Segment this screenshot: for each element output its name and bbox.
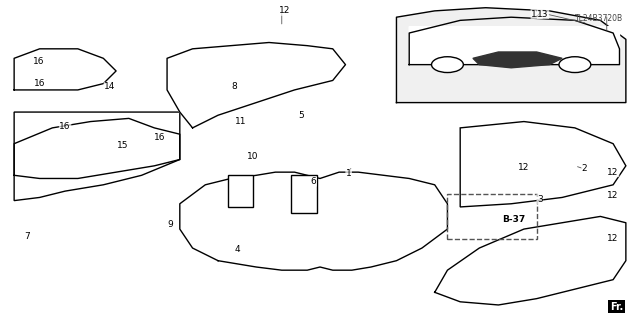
- Text: 2: 2: [582, 165, 588, 174]
- Polygon shape: [180, 172, 447, 270]
- Text: 12: 12: [607, 168, 619, 177]
- Text: Fr.: Fr.: [610, 301, 623, 312]
- Polygon shape: [435, 216, 626, 305]
- Circle shape: [431, 57, 463, 72]
- Circle shape: [559, 57, 591, 72]
- Text: 10: 10: [247, 152, 259, 161]
- Text: 11: 11: [235, 117, 246, 126]
- Polygon shape: [14, 112, 180, 201]
- Text: 12: 12: [279, 6, 291, 15]
- Text: 12: 12: [518, 163, 529, 172]
- Text: 14: 14: [104, 82, 115, 91]
- Text: 12: 12: [607, 234, 619, 243]
- Text: 16: 16: [60, 122, 71, 131]
- Text: 12: 12: [607, 191, 619, 200]
- Text: 12: 12: [531, 10, 542, 19]
- Text: 16: 16: [34, 79, 45, 88]
- Polygon shape: [409, 27, 620, 65]
- Polygon shape: [167, 42, 346, 128]
- Polygon shape: [473, 52, 562, 68]
- Text: 5: 5: [298, 111, 304, 120]
- Text: 15: 15: [116, 141, 128, 150]
- Text: 4: 4: [234, 245, 240, 254]
- Polygon shape: [14, 118, 180, 178]
- Text: 8: 8: [231, 82, 237, 91]
- Text: 1: 1: [346, 169, 351, 178]
- Text: 3: 3: [537, 195, 543, 204]
- Text: TL24B3720B: TL24B3720B: [575, 14, 623, 23]
- Polygon shape: [14, 49, 116, 90]
- Text: B-37: B-37: [502, 215, 525, 224]
- Text: 7: 7: [24, 233, 29, 241]
- Polygon shape: [396, 8, 626, 103]
- Text: 13: 13: [537, 10, 548, 19]
- FancyBboxPatch shape: [228, 175, 253, 207]
- Text: 6: 6: [311, 177, 317, 186]
- FancyBboxPatch shape: [291, 175, 317, 213]
- Text: 16: 16: [33, 57, 44, 66]
- Polygon shape: [460, 122, 626, 207]
- Text: 9: 9: [168, 220, 173, 229]
- Text: 16: 16: [154, 133, 165, 142]
